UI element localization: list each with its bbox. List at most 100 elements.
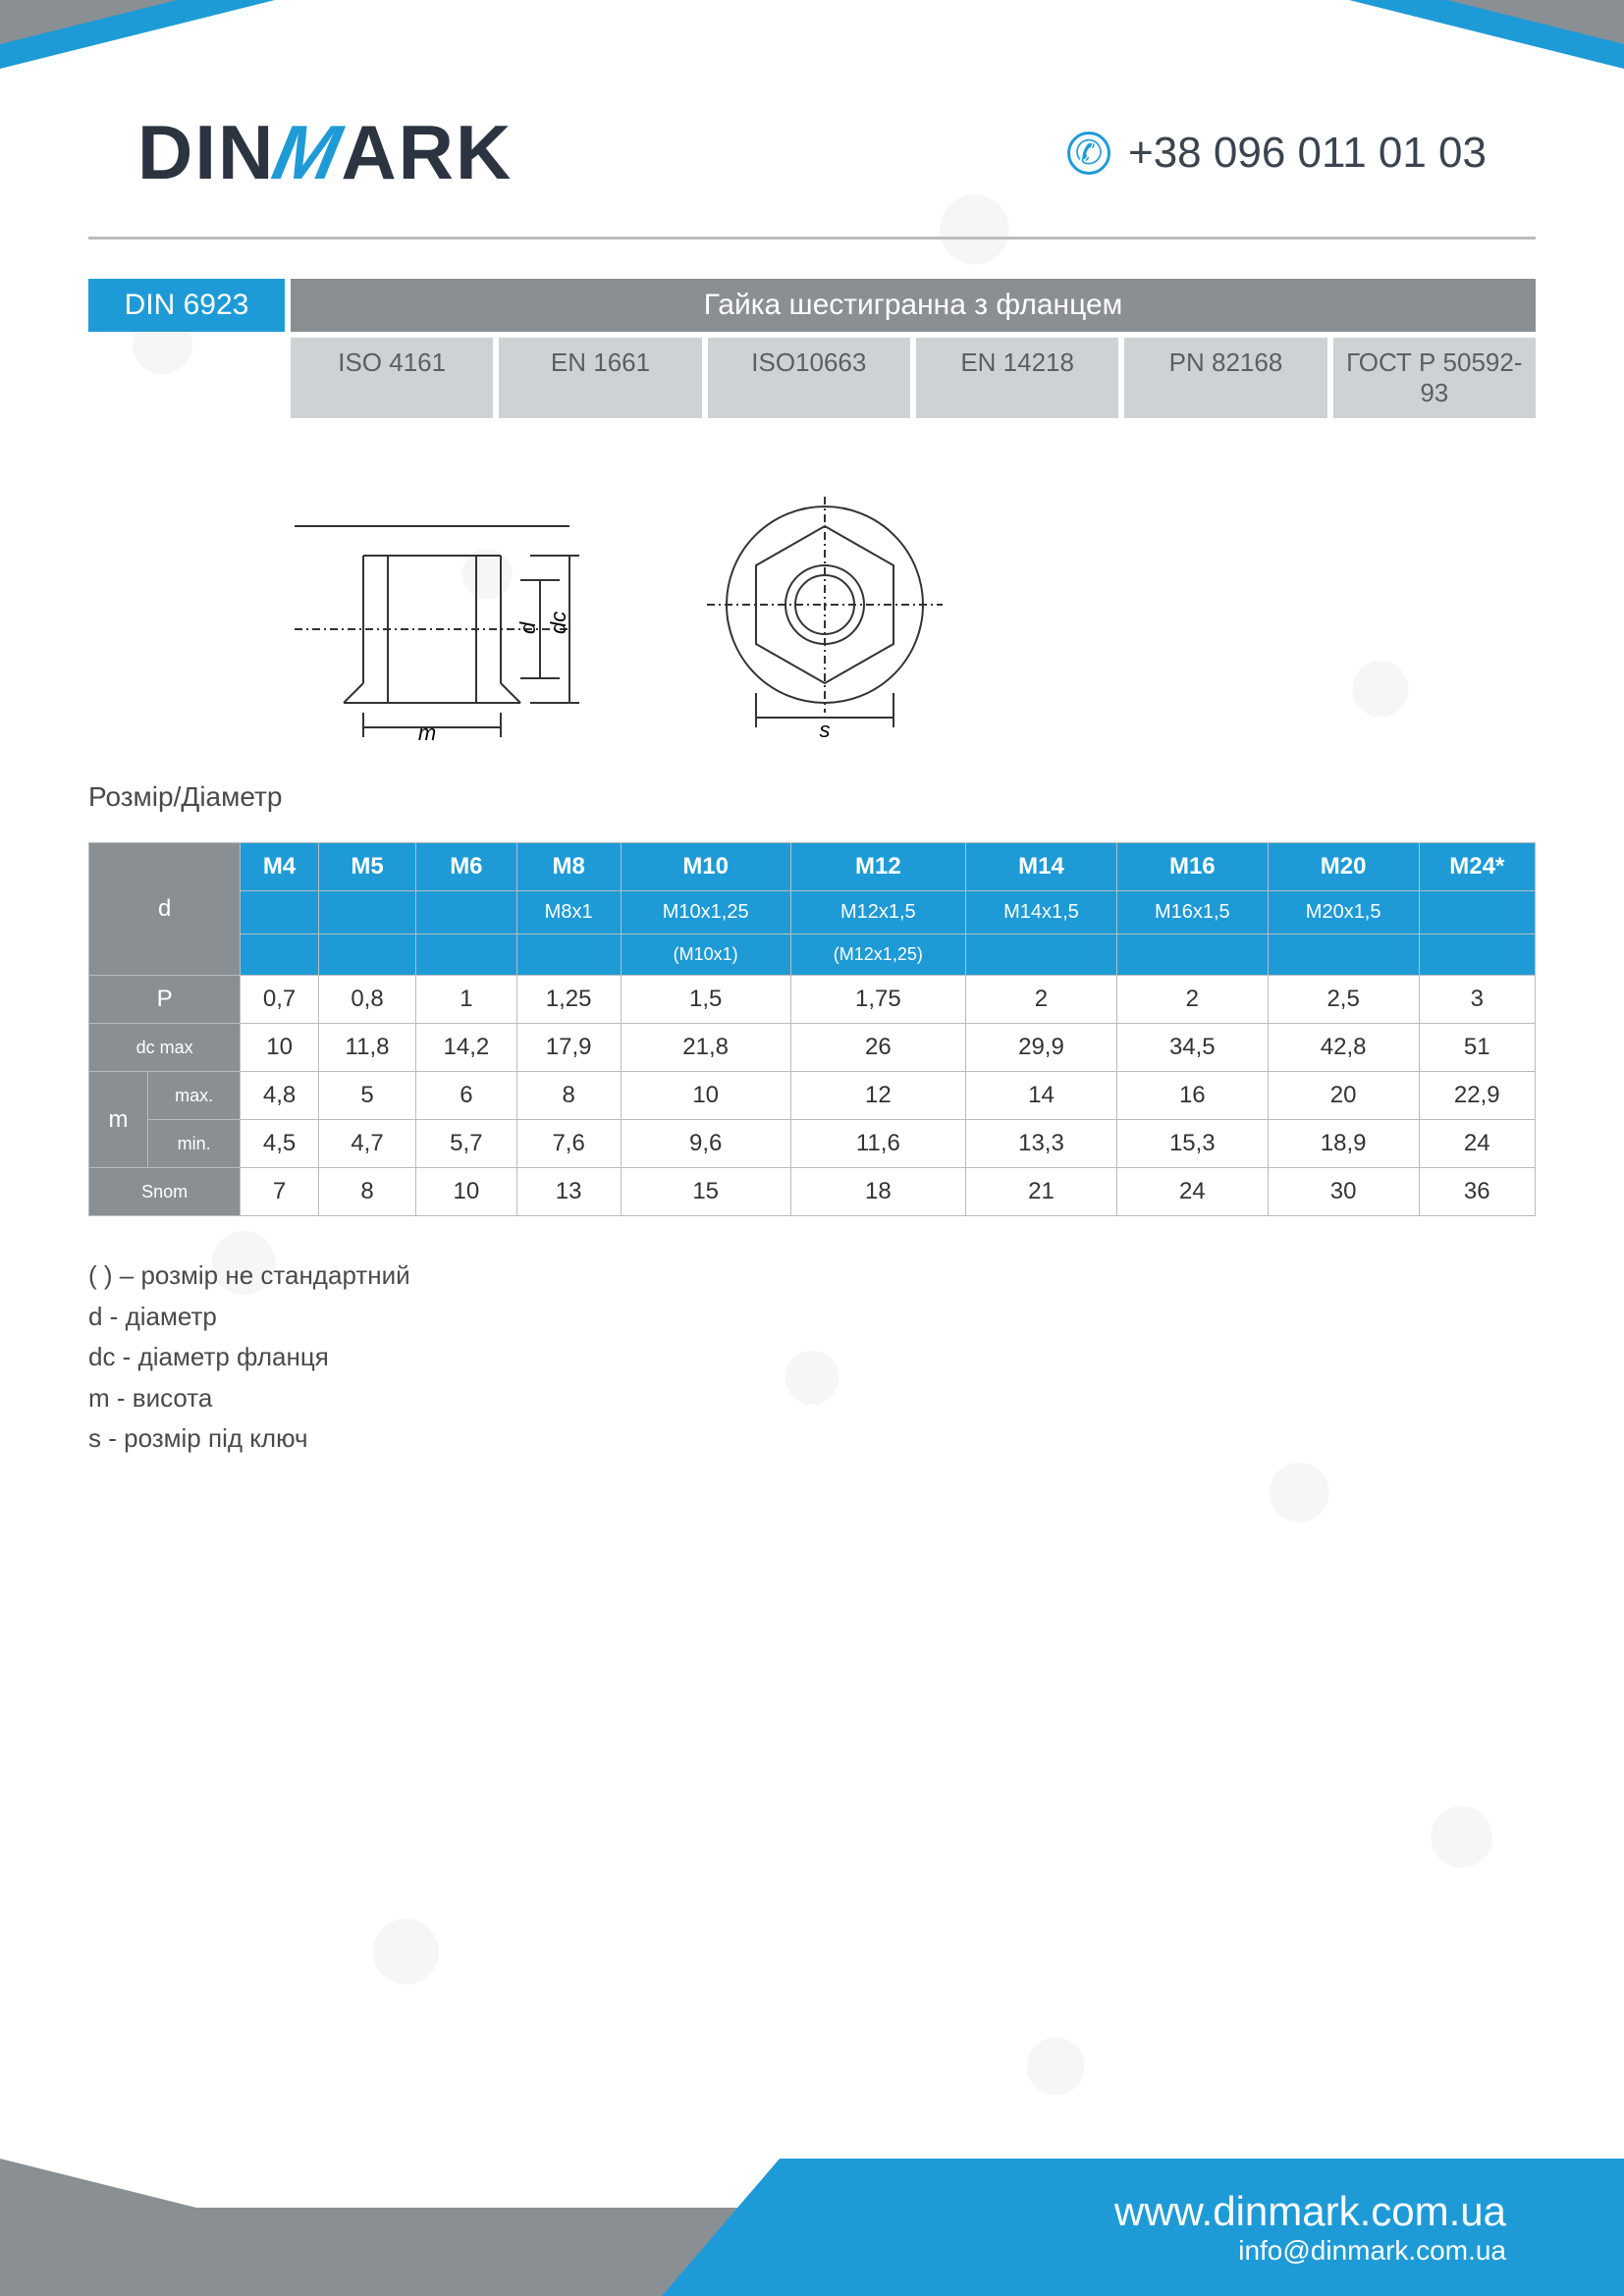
table-cell: 4,7 (318, 1120, 415, 1168)
table-cell: 4,5 (241, 1120, 319, 1168)
row-sublabel: max. (147, 1072, 240, 1120)
table-cell: M20x1,5 (1268, 891, 1419, 934)
row-label-m: m (89, 1072, 148, 1168)
table-cell: 2 (1116, 976, 1268, 1024)
phone: +38 096 011 01 03 (1067, 129, 1487, 178)
footer-url: www.dinmark.com.ua (1114, 2188, 1506, 2235)
standards-row-2: ISO 4161 EN 1661 ISO10663 EN 14218 PN 82… (88, 338, 1536, 418)
table-cell: (M12x1,25) (790, 934, 965, 976)
table-cell: 51 (1419, 1024, 1535, 1072)
table-cell: 10 (416, 1168, 516, 1216)
standard-sub: ISO10663 (708, 338, 910, 418)
table-cell: 30 (1268, 1168, 1419, 1216)
svg-text:d: d (515, 621, 540, 634)
table-cell: 24 (1116, 1168, 1268, 1216)
table-cell: 1,5 (621, 976, 790, 1024)
table-cell (516, 934, 621, 976)
table-cell: 21,8 (621, 1024, 790, 1072)
table-cell: 11,8 (318, 1024, 415, 1072)
table-header: M20 (1268, 843, 1419, 891)
table-header: M16 (1116, 843, 1268, 891)
standard-main: DIN 6923 (88, 279, 285, 332)
table-header: M10 (621, 843, 790, 891)
table-cell (318, 934, 415, 976)
drawing-top-view: s (687, 487, 962, 742)
row-label: Snom (89, 1168, 241, 1216)
table-row: d M4 M5 M6 M8 M10 M12 M14 M16 M20 M24* (89, 843, 1536, 891)
table-cell: 13,3 (966, 1120, 1117, 1168)
drawing-side-view: m d dc (275, 487, 589, 742)
technical-drawing: m d dc s (275, 487, 1536, 742)
table-cell: 17,9 (516, 1024, 621, 1072)
table-cell: 36 (1419, 1168, 1535, 1216)
table-cell: 20 (1268, 1072, 1419, 1120)
row-sublabel: min. (147, 1120, 240, 1168)
corner-decoration (0, 2159, 196, 2208)
legend-line: ( ) – розмір не стандартний (88, 1255, 1536, 1297)
standard-sub: ГОСТ Р 50592-93 (1333, 338, 1536, 418)
table-cell: 0,7 (241, 976, 319, 1024)
logo-mark: M (266, 108, 351, 197)
table-cell: 18 (790, 1168, 965, 1216)
table-cell: 22,9 (1419, 1072, 1535, 1120)
table-row: (M10x1) (M12x1,25) (89, 934, 1536, 976)
table-header: M4 (241, 843, 319, 891)
table-cell: 42,8 (1268, 1024, 1419, 1072)
phone-icon (1067, 132, 1110, 175)
table-cell: 15,3 (1116, 1120, 1268, 1168)
table-cell: 14,2 (416, 1024, 516, 1072)
table-row: P0,70,811,251,51,75222,53 (89, 976, 1536, 1024)
legend: ( ) – розмір не стандартний d - діаметр … (88, 1255, 1536, 1460)
table-cell: 18,9 (1268, 1120, 1419, 1168)
legend-line: dc - діаметр фланця (88, 1337, 1536, 1378)
table-cell: 7,6 (516, 1120, 621, 1168)
table-cell: M10x1,25 (621, 891, 790, 934)
table-cell: 2 (966, 976, 1117, 1024)
table-row: dc max1011,814,217,921,82629,934,542,851 (89, 1024, 1536, 1072)
table-cell (1116, 934, 1268, 976)
table-cell (241, 934, 319, 976)
table-cell (416, 934, 516, 976)
table-cell: 26 (790, 1024, 965, 1072)
svg-text:dc: dc (546, 612, 570, 634)
table-cell: 4,8 (241, 1072, 319, 1120)
table-row: min.4,54,75,77,69,611,613,315,318,924 (89, 1120, 1536, 1168)
table-header-d: d (89, 843, 241, 976)
table-cell (318, 891, 415, 934)
table-cell (966, 934, 1117, 976)
logo: DINMARK (137, 108, 513, 197)
table-cell: M14x1,5 (966, 891, 1117, 934)
corner-decoration (0, 0, 177, 44)
table-cell: M12x1,5 (790, 891, 965, 934)
standard-title: Гайка шестигранна з фланцем (291, 279, 1536, 332)
table-cell: 6 (416, 1072, 516, 1120)
table-cell: 1,25 (516, 976, 621, 1024)
table-header: M14 (966, 843, 1117, 891)
table-header: M8 (516, 843, 621, 891)
table-cell: 0,8 (318, 976, 415, 1024)
table-cell: 24 (1419, 1120, 1535, 1168)
table-cell: 1 (416, 976, 516, 1024)
logo-text-pre: DIN (137, 109, 275, 195)
row-label: P (89, 976, 241, 1024)
table-cell: 14 (966, 1072, 1117, 1120)
standard-sub: EN 1661 (499, 338, 701, 418)
divider (88, 237, 1536, 240)
table-header: M24* (1419, 843, 1535, 891)
table-cell (1419, 891, 1535, 934)
standard-sub: ISO 4161 (291, 338, 493, 418)
svg-text:s: s (820, 718, 831, 742)
logo-text-post: ARK (341, 109, 513, 195)
spec-table: d M4 M5 M6 M8 M10 M12 M14 M16 M20 M24* M… (88, 842, 1536, 1216)
legend-line: s - розмір під ключ (88, 1418, 1536, 1460)
legend-line: m - висота (88, 1378, 1536, 1419)
table-row: M8x1 M10x1,25 M12x1,5 M14x1,5 M16x1,5 M2… (89, 891, 1536, 934)
svg-text:m: m (418, 721, 436, 742)
table-cell (1419, 934, 1535, 976)
table-cell: 1,75 (790, 976, 965, 1024)
table-cell: 12 (790, 1072, 965, 1120)
table-cell: 34,5 (1116, 1024, 1268, 1072)
standards-row-1: DIN 6923 Гайка шестигранна з фланцем (88, 279, 1536, 332)
table-row: Snom781013151821243036 (89, 1168, 1536, 1216)
table-cell: 9,6 (621, 1120, 790, 1168)
